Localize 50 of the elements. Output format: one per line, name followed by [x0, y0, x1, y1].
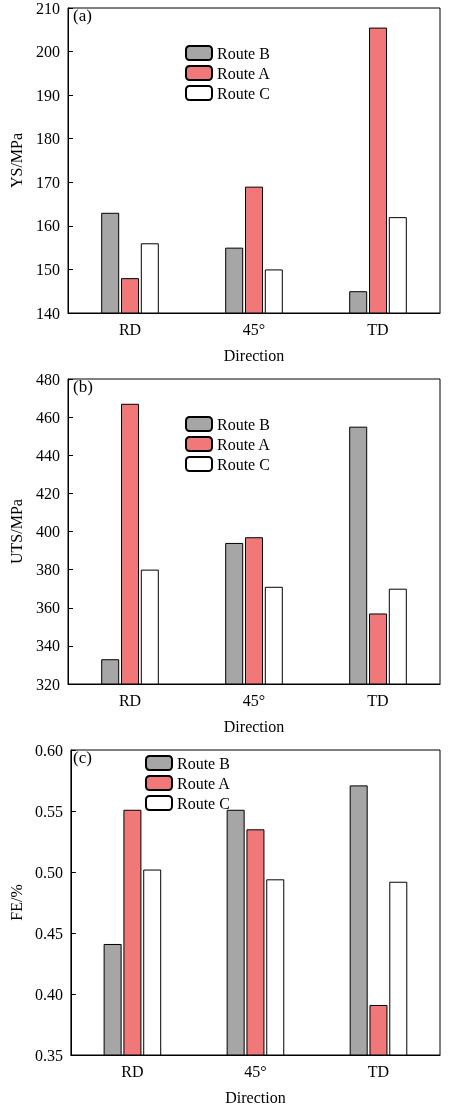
x-tick-label: 45° [244, 1062, 267, 1080]
y-tick-label: 160 [36, 217, 60, 235]
y-tick-label: 0.45 [34, 924, 63, 942]
y-tick-label: 140 [36, 304, 60, 322]
annotation: (b) [73, 377, 93, 396]
x-tick-label: RD [121, 1062, 144, 1080]
annotation: (a) [73, 6, 92, 25]
legend-label: Route A [217, 435, 271, 453]
y-tick-label: 170 [36, 173, 60, 191]
legend-label: Route B [217, 415, 270, 433]
y-tick-label: 200 [36, 43, 60, 61]
y-tick-label: 180 [36, 130, 60, 148]
y-tick-label: 0.55 [34, 802, 63, 820]
legend-label: Route C [217, 84, 270, 102]
x-tick-label: 45° [242, 320, 266, 338]
x-axis-title: Direction [225, 1088, 286, 1106]
legend-label: Route A [217, 64, 271, 82]
y-tick-label: 0.35 [34, 1046, 63, 1064]
x-tick-label: TD [367, 1062, 390, 1080]
y-tick-label: 150 [36, 260, 60, 278]
y-tick-label: 360 [36, 599, 60, 617]
y-axis-title: FE/% [7, 884, 25, 921]
legend-label: Route A [177, 774, 231, 792]
legend-label: Route B [177, 754, 230, 772]
y-tick-label: 440 [36, 446, 60, 464]
y-axis-title: YS/MPa [7, 132, 25, 189]
y-tick-label: 340 [36, 637, 60, 655]
x-axis-title: Direction [223, 346, 285, 364]
y-tick-label: 0.60 [34, 741, 63, 759]
x-tick-label: RD [118, 691, 142, 709]
legend-label: Route C [177, 794, 230, 812]
x-tick-label: TD [367, 320, 389, 338]
legend-label: Route C [217, 455, 270, 473]
y-tick-label: 380 [36, 561, 60, 579]
annotation: (c) [73, 748, 92, 767]
y-tick-label: 0.40 [34, 985, 63, 1003]
y-axis-title: UTS/MPa [7, 499, 25, 564]
y-tick-label: 210 [36, 0, 60, 17]
y-tick-label: 190 [36, 86, 60, 104]
x-tick-label: RD [118, 320, 142, 338]
y-tick-label: 0.50 [34, 863, 63, 881]
x-tick-label: TD [367, 691, 389, 709]
y-tick-label: 320 [36, 675, 60, 693]
y-tick-label: 400 [36, 523, 60, 540]
y-tick-label: 420 [36, 484, 60, 502]
y-tick-label: 480 [36, 370, 60, 388]
x-tick-label: 45° [242, 691, 266, 709]
legend-label: Route B [217, 44, 270, 62]
x-axis-title: Direction [223, 717, 285, 735]
y-tick-label: 460 [36, 408, 60, 426]
